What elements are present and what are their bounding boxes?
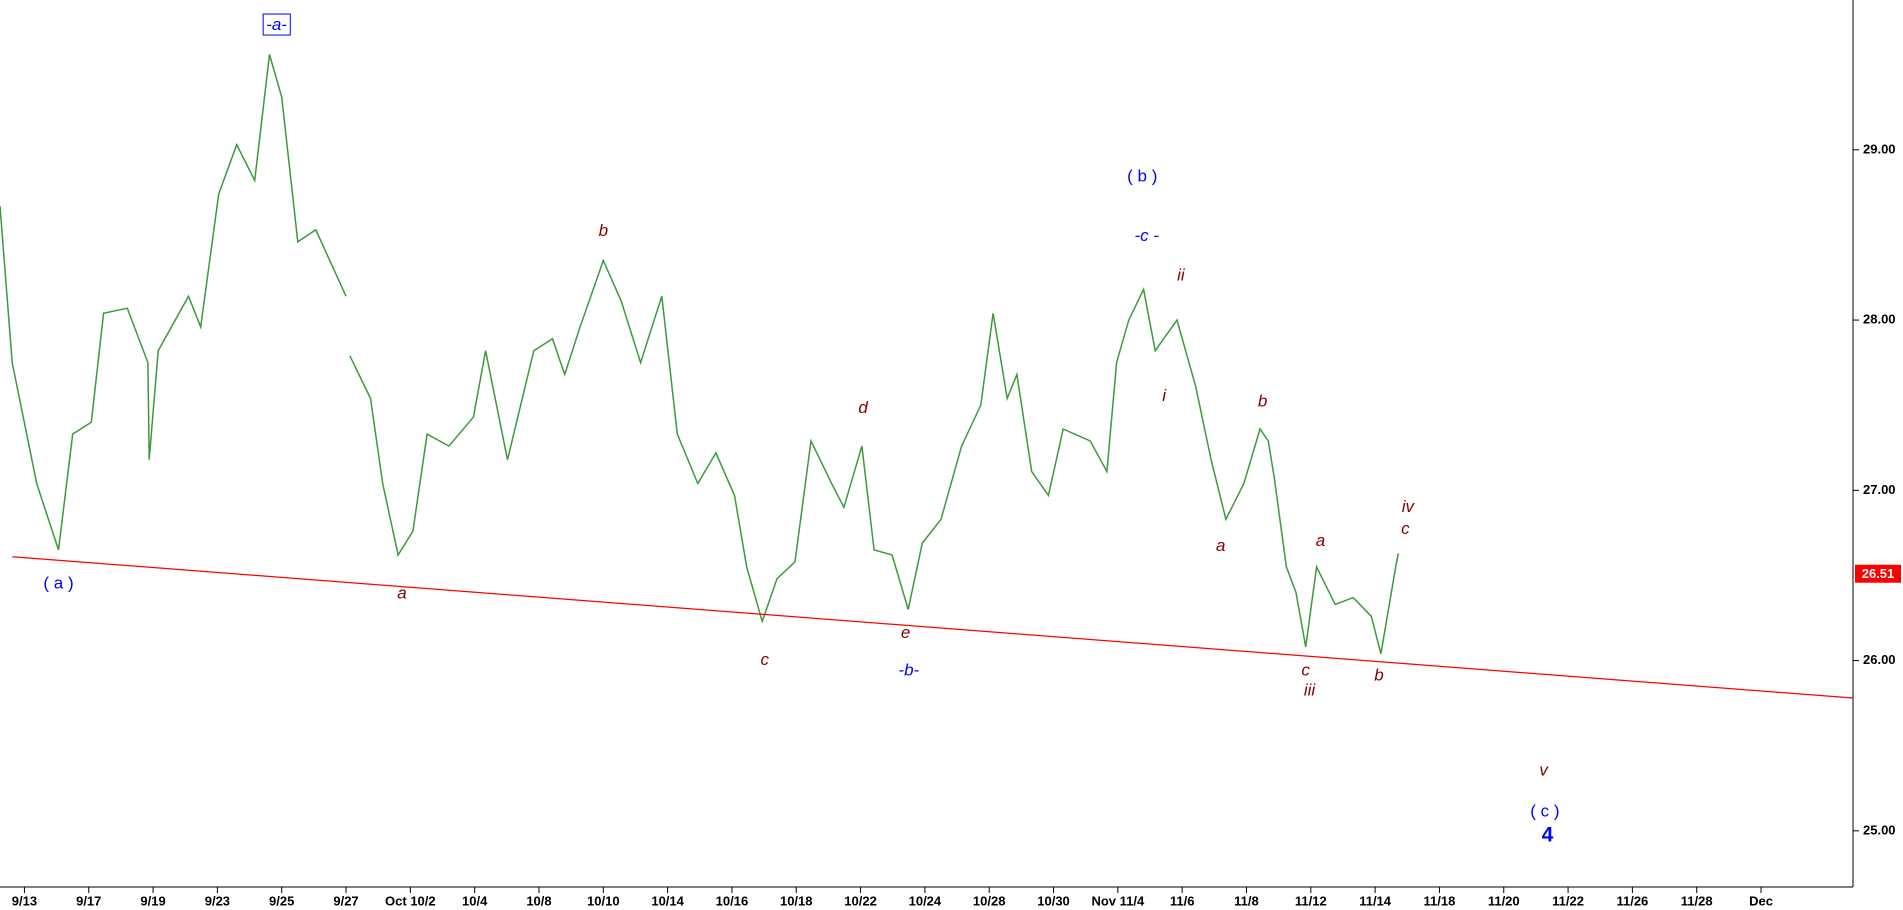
x-tick-label: 10/24 bbox=[909, 893, 942, 908]
x-tick-label: 9/19 bbox=[140, 893, 165, 908]
y-tick-label: 29.00 bbox=[1863, 141, 1896, 156]
wave-label: e bbox=[901, 623, 910, 642]
wave-label: 4 bbox=[1542, 823, 1554, 846]
x-tick-label: 10/4 bbox=[462, 893, 488, 908]
x-tick-label: 10/14 bbox=[651, 893, 684, 908]
x-tick-label: 9/17 bbox=[76, 893, 101, 908]
wave-label: -b- bbox=[898, 660, 919, 679]
price-line bbox=[349, 258, 1400, 654]
wave-label: c bbox=[760, 650, 769, 669]
x-tick-label: 10/28 bbox=[973, 893, 1006, 908]
wave-label: b bbox=[1374, 665, 1383, 684]
last-price-label: 26.51 bbox=[1862, 566, 1895, 581]
x-tick-label: Dec bbox=[1749, 893, 1773, 908]
wave-label: c bbox=[1301, 660, 1310, 679]
x-tick-label: Oct 10/2 bbox=[385, 893, 436, 908]
y-tick-label: 27.00 bbox=[1863, 482, 1896, 497]
x-tick-label: 11/14 bbox=[1359, 893, 1392, 908]
wave-label: -a- bbox=[266, 15, 287, 34]
wave-label: a bbox=[1316, 531, 1325, 550]
x-tick-label: 10/18 bbox=[780, 893, 813, 908]
x-tick-label: 11/28 bbox=[1681, 893, 1713, 908]
wave-label: b bbox=[599, 221, 608, 240]
y-tick-label: 26.00 bbox=[1863, 652, 1896, 667]
price-line bbox=[0, 54, 347, 551]
wave-label: i bbox=[1162, 386, 1167, 405]
x-tick-label: 10/10 bbox=[587, 893, 620, 908]
x-tick-label: Nov 11/4 bbox=[1091, 893, 1145, 908]
x-tick-label: 9/27 bbox=[333, 893, 358, 908]
wave-label: v bbox=[1539, 761, 1549, 780]
x-tick-label: 9/23 bbox=[205, 893, 230, 908]
wave-label: ( a ) bbox=[43, 573, 73, 592]
x-tick-label: 11/26 bbox=[1616, 893, 1648, 908]
x-tick-label: 11/6 bbox=[1170, 893, 1195, 908]
x-tick-label: 11/22 bbox=[1552, 893, 1584, 908]
x-tick-label: 11/12 bbox=[1295, 893, 1327, 908]
wave-label: iv bbox=[1402, 497, 1416, 516]
wave-label: a bbox=[1216, 536, 1225, 555]
x-tick-label: 9/25 bbox=[269, 893, 294, 908]
x-tick-label: 11/8 bbox=[1234, 893, 1259, 908]
wave-label: b bbox=[1258, 391, 1267, 410]
wave-label: c bbox=[1401, 519, 1410, 538]
y-tick-label: 28.00 bbox=[1863, 312, 1896, 327]
x-tick-label: 10/22 bbox=[844, 893, 877, 908]
x-tick-label: 11/20 bbox=[1488, 893, 1520, 908]
last-price-box bbox=[1855, 564, 1901, 583]
x-tick-label: 11/18 bbox=[1424, 893, 1456, 908]
wave-label: iii bbox=[1304, 681, 1317, 700]
wave-label: ( b ) bbox=[1127, 167, 1157, 186]
wave-label-box bbox=[262, 13, 291, 36]
x-tick-label: 10/8 bbox=[526, 893, 551, 908]
wave-label: -c - bbox=[1135, 226, 1160, 245]
wave-label: d bbox=[858, 398, 868, 417]
wave-label: ii bbox=[1177, 265, 1186, 284]
wave-label: ( c ) bbox=[1530, 802, 1559, 821]
trendline bbox=[12, 556, 1854, 699]
wave-label: a bbox=[397, 584, 406, 603]
x-tick-label: 10/16 bbox=[716, 893, 749, 908]
x-tick-label: 10/30 bbox=[1037, 893, 1070, 908]
y-tick-label: 25.00 bbox=[1863, 822, 1896, 837]
x-tick-label: 9/13 bbox=[12, 893, 37, 908]
